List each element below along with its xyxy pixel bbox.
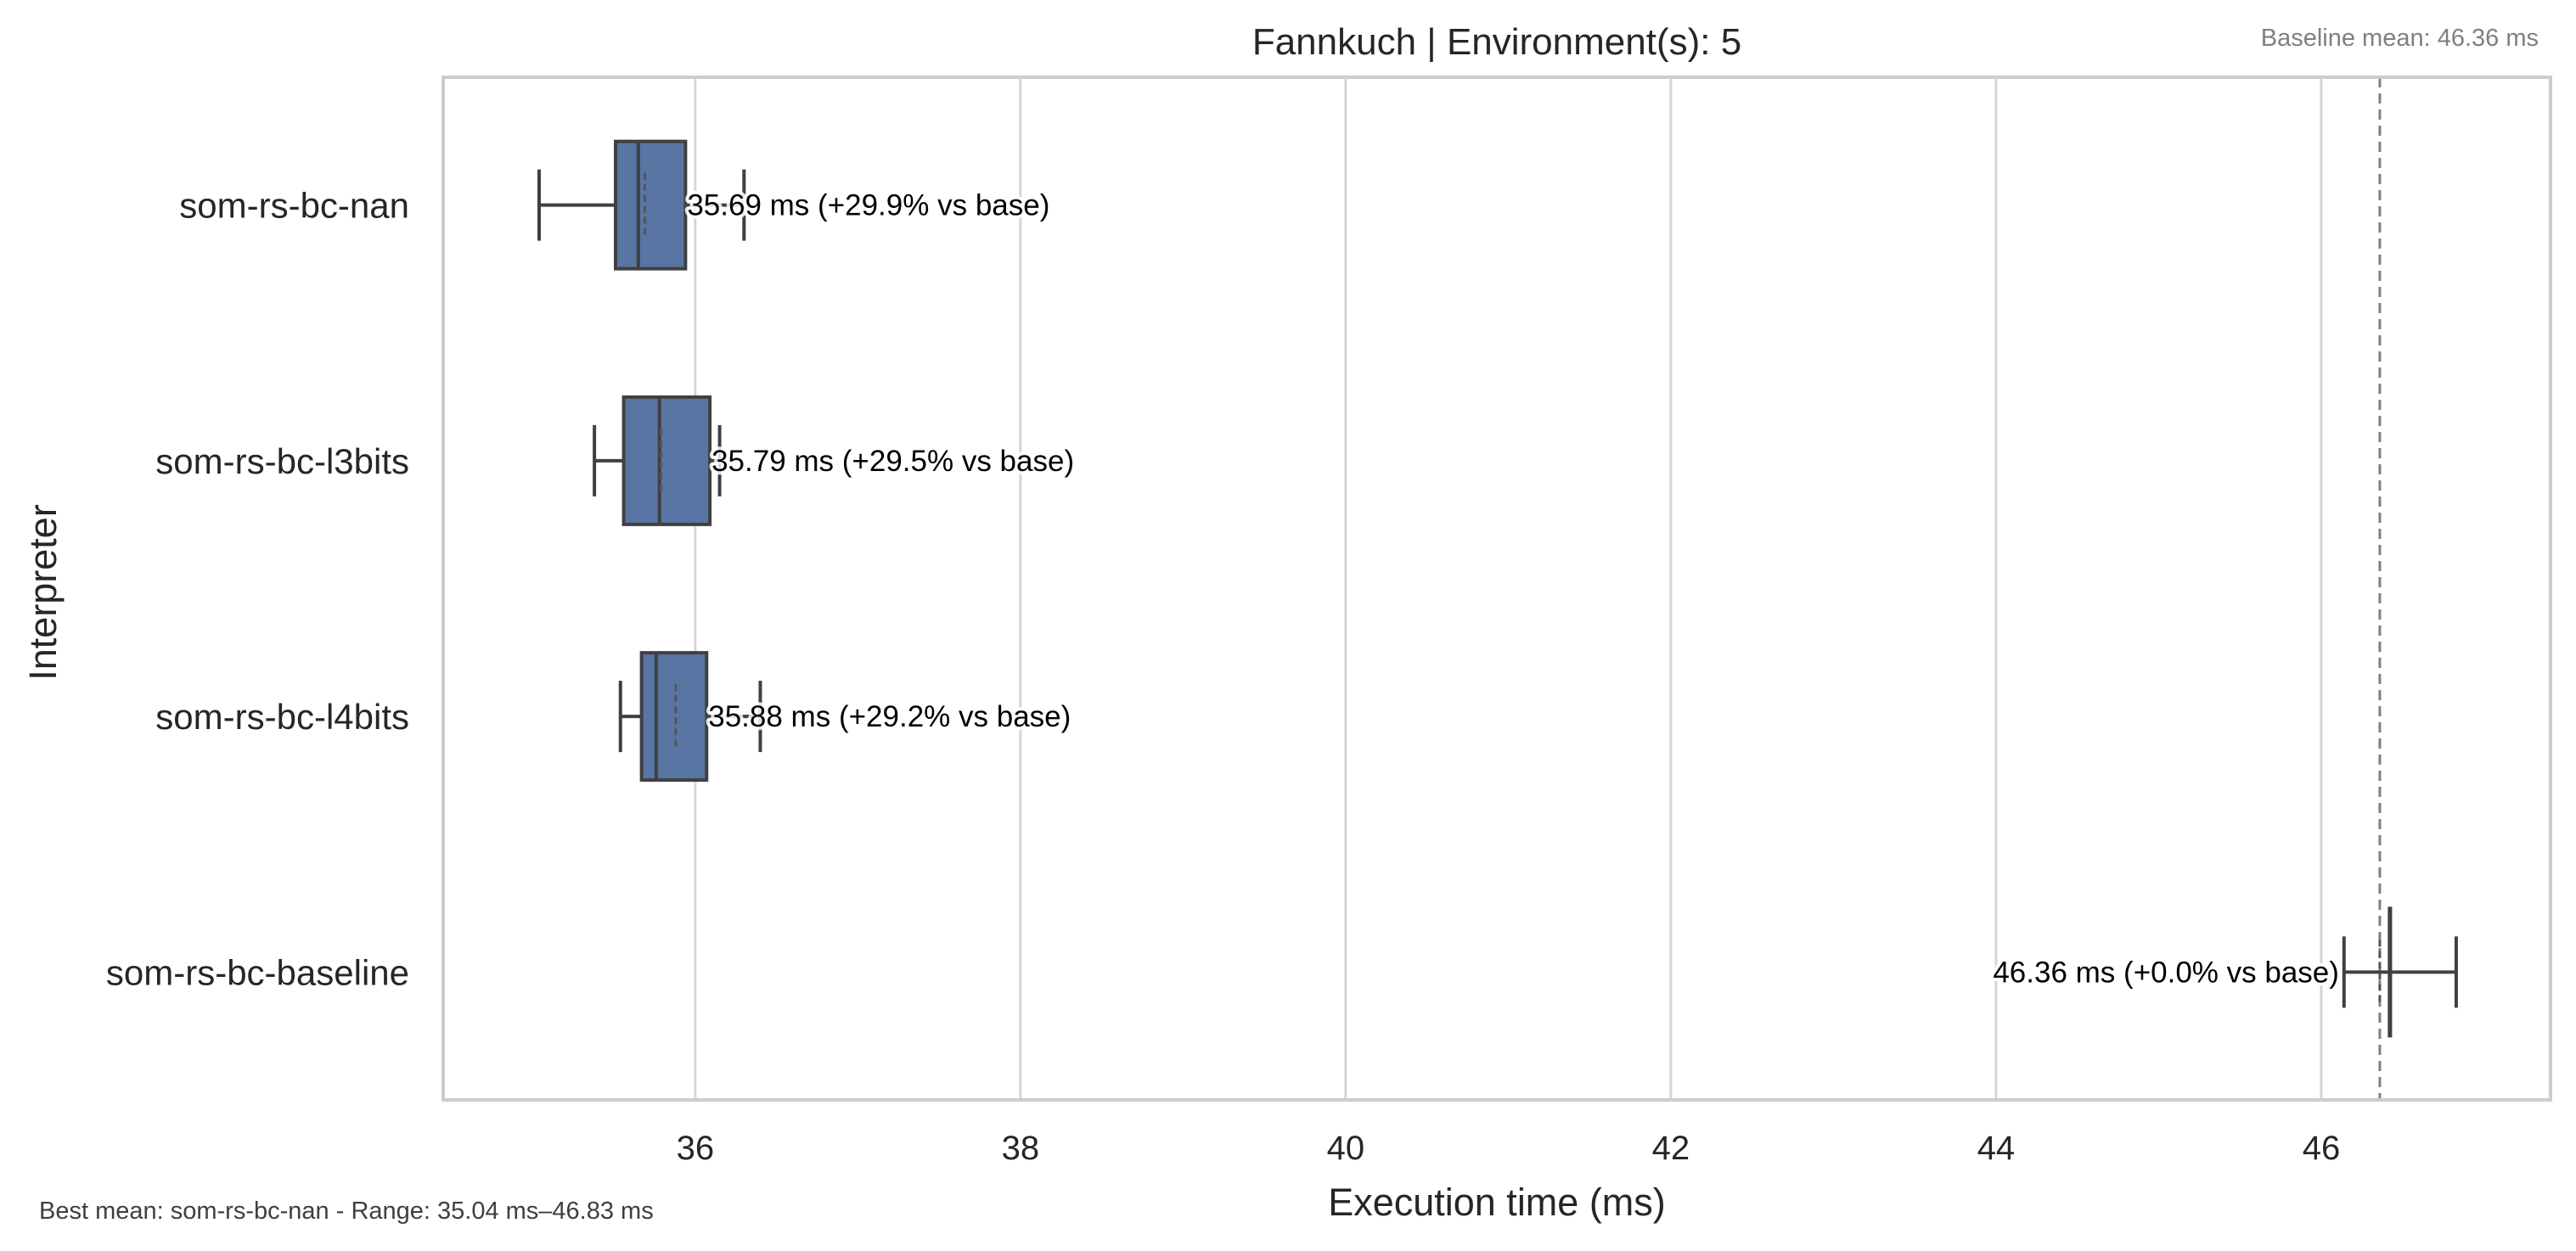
y-tick-label: som-rs-bc-l3bits <box>155 441 409 481</box>
interquartile-box <box>622 395 712 526</box>
plot-area-frame <box>442 76 2552 1102</box>
x-tick-label: 40 <box>1327 1130 1365 1167</box>
y-tick-label: som-rs-bc-baseline <box>106 952 409 992</box>
boxes <box>537 139 2458 1038</box>
box-plot-som-rs-bc-nan <box>537 139 746 271</box>
box-plot-som-rs-bc-baseline <box>2342 906 2458 1038</box>
footer-note: Best mean: som-rs-bc-nan - Range: 35.04 … <box>39 1198 654 1225</box>
interquartile-box <box>639 651 709 783</box>
y-axis-label: Interpreter <box>21 504 65 681</box>
y-tick-label: som-rs-bc-l4bits <box>155 697 409 737</box>
x-tick-label: 44 <box>1977 1130 2016 1167</box>
y-tick-label: som-rs-bc-nan <box>179 186 409 226</box>
mean-label: 46.36 ms (+0.0% vs base) <box>1993 956 2339 989</box>
box-plot-som-rs-bc-l4bits <box>618 651 762 783</box>
x-tick-label: 46 <box>2303 1130 2341 1167</box>
x-tick-label: 42 <box>1652 1130 1690 1167</box>
box-plot-som-rs-bc-l3bits <box>593 395 722 526</box>
x-axis-label: Execution time (ms) <box>1328 1181 1666 1224</box>
grid-lines <box>694 77 2323 1100</box>
y-tick-labels: som-rs-bc-nan som-rs-bc-l3bits som-rs-bc-l… <box>106 186 409 993</box>
interquartile-box <box>614 139 688 271</box>
baseline-mean-note: Baseline mean: 46.36 ms <box>2261 25 2539 52</box>
mean-label: 35.79 ms (+29.5% vs base) <box>711 445 1074 478</box>
x-tick-label: 38 <box>1002 1130 1040 1167</box>
mean-labels: 35.69 ms (+29.9% vs base) 35.79 ms (+29.5… <box>683 186 2343 993</box>
mean-label: 35.69 ms (+29.9% vs base) <box>687 189 1049 222</box>
chart-title: Fannkuch | Environment(s): 5 <box>1252 21 1741 63</box>
x-tick-labels: 36 38 40 42 44 46 <box>677 1130 2341 1167</box>
x-tick-label: 36 <box>677 1130 715 1167</box>
mean-label: 35.88 ms (+29.2% vs base) <box>708 700 1071 733</box>
